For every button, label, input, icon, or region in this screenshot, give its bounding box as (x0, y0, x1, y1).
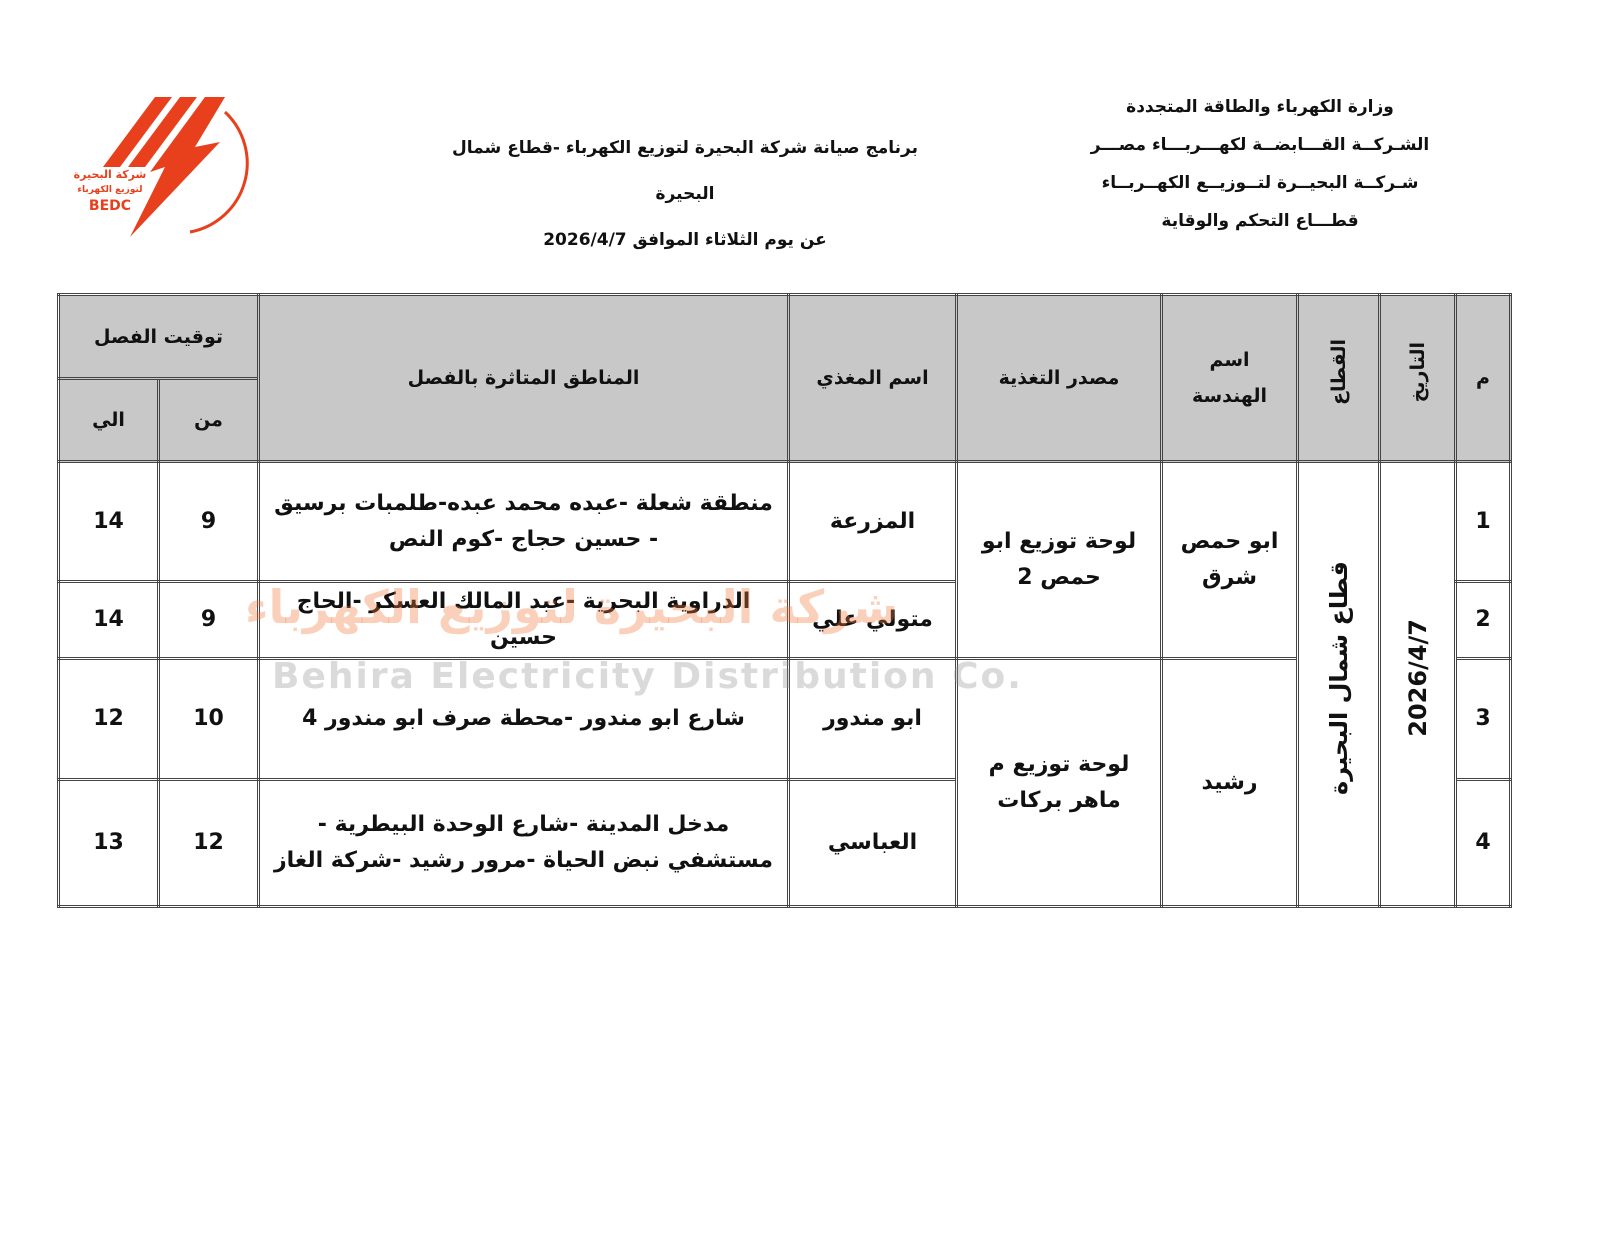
header-date: التاريخ (1378, 293, 1458, 463)
feeder-cell: متولي علي (787, 580, 959, 660)
header-to: الي (56, 377, 161, 463)
engineering-cell: رشيد (1160, 657, 1300, 908)
feeder-cell: المزرعة (787, 460, 959, 583)
areas-cell: مدخل المدينة -شارع الوحدة البيطرية - مست… (257, 778, 791, 908)
header-engineering: اسم الهندسة (1160, 293, 1300, 463)
from-cell: 10 (157, 657, 261, 781)
to-cell: 13 (56, 778, 161, 908)
to-cell: 14 (56, 580, 161, 660)
date-cell: 2026/4/7 (1378, 460, 1458, 908)
ministry-header: وزارة الكهرباء والطاقة المتجددة الشـركــ… (1090, 88, 1430, 240)
header-line: وزارة الكهرباء والطاقة المتجددة (1126, 97, 1394, 117)
table-row: 3 رشيد لوحة توزيع م ماهر بركات ابو مندور… (56, 657, 1513, 908)
program-header: برنامج صيانة شركة البحيرة لتوزيع الكهربا… (420, 125, 950, 263)
areas-cell: شارع ابو مندور -محطة صرف ابو مندور 4 (257, 657, 791, 781)
from-cell: 9 (157, 460, 261, 583)
to-cell: 12 (56, 657, 161, 781)
feeder-cell: ابو مندور (787, 657, 959, 781)
to-cell: 14 (56, 460, 161, 583)
header-timing: توقيت الفصل (56, 293, 261, 380)
header-source: مصدر التغذية (955, 293, 1164, 463)
row-num: 2 (1454, 580, 1513, 660)
source-cell: لوحة توزيع ابو حمص 2 (955, 460, 1164, 660)
source-cell: لوحة توزيع م ماهر بركات (955, 657, 1164, 908)
maintenance-table: م التاريخ القطاع اسم الهندسة مصدر التغذي… (56, 293, 1513, 908)
header-sector: القطاع (1296, 293, 1382, 463)
logo-name-line1: شركة البحيرة (74, 168, 147, 181)
header-line: قطـــاع التحكم والوقاية (1161, 211, 1359, 231)
table-row: 4 العباسي مدخل المدينة -شارع الوحدة البي… (56, 778, 1513, 908)
header-areas: المناطق المتاثرة بالفصل (257, 293, 791, 463)
engineering-cell: ابو حمص شرق (1160, 460, 1300, 660)
row-num: 1 (1454, 460, 1513, 583)
from-cell: 9 (157, 580, 261, 660)
row-num: 4 (1454, 778, 1513, 908)
header-from: من (157, 377, 261, 463)
program-date: عن يوم الثلاثاء الموافق 2026/4/7 (543, 230, 827, 250)
header-line: الشـركــة القـــابضــة لكهـــربـــاء مصـ… (1090, 135, 1430, 155)
bedc-logo: شركة البحيرة لتوزيع الكهرباء BEDC (74, 97, 249, 237)
sector-cell: قطاع شمال البحيرة (1296, 460, 1382, 908)
program-title: برنامج صيانة شركة البحيرة لتوزيع الكهربا… (452, 138, 918, 204)
header-feeder: اسم المغذي (787, 293, 959, 463)
header-line: شـركــة البحيــرة لتــوزيــع الكهــربــا… (1101, 173, 1419, 193)
feeder-cell: العباسي (787, 778, 959, 908)
from-cell: 12 (157, 778, 261, 908)
areas-cell: منطقة شعلة -عبده محمد عبده-طلمبات برسيق … (257, 460, 791, 583)
logo-abbr: BEDC (89, 198, 131, 214)
row-num: 3 (1454, 657, 1513, 781)
header-num: م (1454, 293, 1513, 463)
logo-name-line2: لتوزيع الكهرباء (77, 185, 142, 195)
areas-cell: الدراوية البحرية -عبد المالك العسكر -الح… (257, 580, 791, 660)
table-row: 1 2026/4/7 قطاع شمال البحيرة ابو حمص شرق… (56, 460, 1513, 908)
table-row: 2 متولي علي الدراوية البحرية -عبد المالك… (56, 580, 1513, 660)
